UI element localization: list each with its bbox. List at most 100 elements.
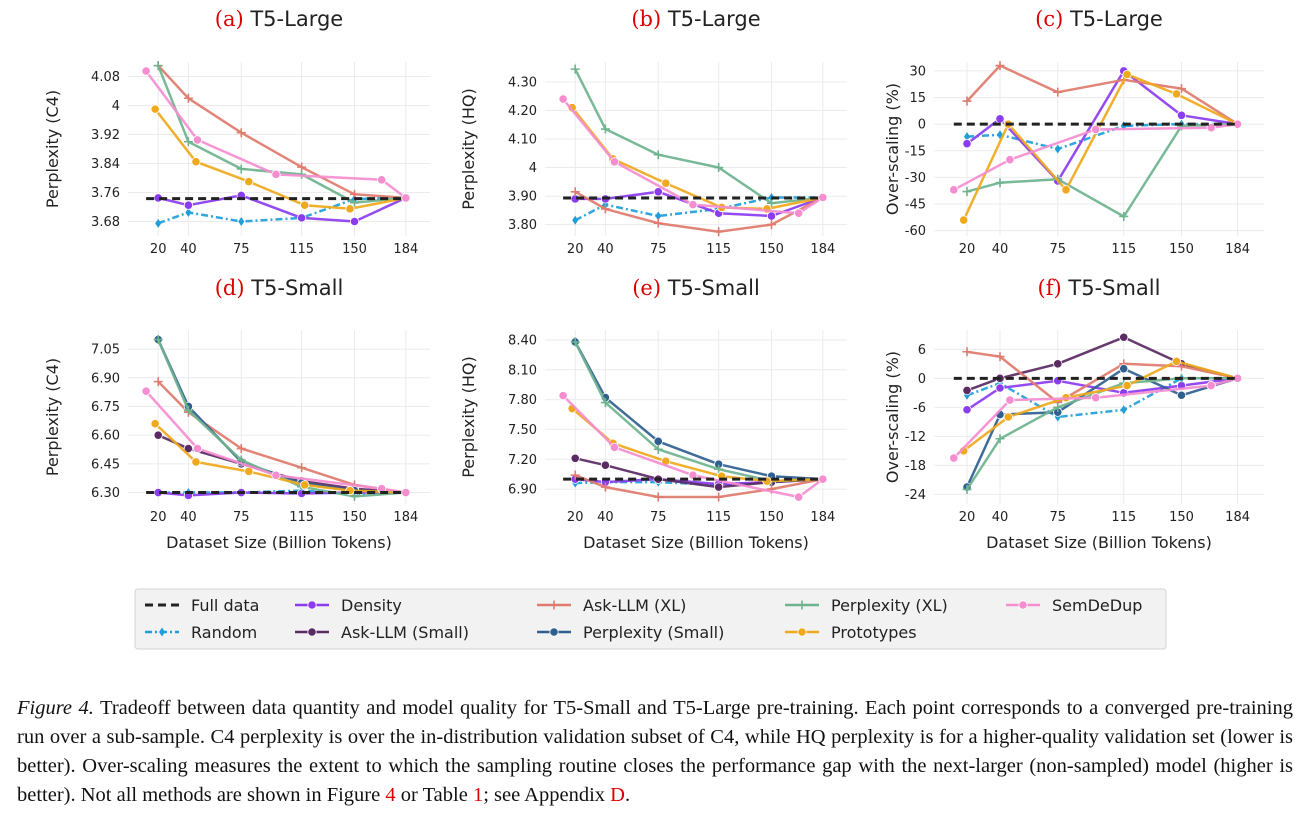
y-tick-label: 4.20 (508, 104, 537, 119)
series-line (962, 360, 1238, 452)
legend-marker (797, 627, 807, 637)
data-point (238, 217, 245, 226)
data-point (1003, 412, 1013, 422)
caption-text-4: . (624, 784, 631, 806)
x-tick-label: 150 (342, 242, 367, 257)
y-tick-label: 6.60 (91, 429, 120, 444)
data-point (349, 216, 360, 227)
data-point (1119, 364, 1129, 374)
x-tick-label: 150 (342, 510, 367, 525)
series-semdedup (949, 119, 1243, 195)
y-tick-label: 4.10 (508, 133, 537, 148)
x-tick-label: 20 (150, 242, 167, 257)
data-point (558, 391, 568, 401)
data-point (191, 457, 201, 467)
y-tick-label: 4.30 (508, 75, 537, 90)
data-point (688, 470, 698, 480)
data-point (150, 104, 160, 114)
table-ref-link[interactable]: 1 (472, 784, 484, 806)
caption-label: Figure 4. (17, 697, 94, 719)
data-point (767, 198, 776, 208)
legend-entry-pplxl: Perplexity (XL) (785, 596, 948, 615)
y-tick-label: 7.50 (508, 423, 537, 438)
data-point (995, 61, 1005, 71)
series-semdedup (558, 391, 828, 502)
data-point (600, 460, 611, 470)
legend-marker (307, 627, 317, 637)
data-point (995, 383, 1005, 393)
y-tick-label: 6.30 (91, 486, 120, 501)
data-point (1005, 155, 1015, 165)
data-point (714, 464, 724, 474)
figure-ref-link[interactable]: 4 (385, 784, 396, 806)
data-point (183, 200, 193, 210)
data-point (600, 204, 610, 214)
data-point (653, 187, 663, 197)
plot-area (934, 330, 1264, 504)
data-point (600, 482, 610, 492)
y-tick-label: -45 (905, 198, 926, 213)
data-point (794, 208, 804, 218)
data-point (1122, 380, 1132, 391)
data-point (1171, 89, 1182, 99)
data-point (1119, 332, 1129, 342)
data-point (714, 227, 724, 237)
legend-entry-askxl: Ask-LLM (XL) (537, 596, 686, 615)
data-point (767, 220, 776, 230)
data-point (1206, 123, 1216, 133)
series-line (966, 64, 1239, 126)
series-line (158, 489, 406, 496)
figure-caption: Figure 4. Tradeoff between data quantity… (17, 694, 1293, 810)
caption-text-3: ; see Appendix (483, 784, 611, 806)
panel-title: (f) T5-Small (1038, 276, 1161, 300)
data-point (962, 485, 972, 494)
legend-marker (1018, 600, 1028, 610)
data-point (1206, 380, 1216, 391)
data-point (236, 128, 246, 138)
y-axis-label: Perplexity (HQ) (459, 356, 478, 478)
appendix-ref-link[interactable]: D (610, 784, 625, 806)
legend-marker (797, 600, 807, 610)
legend-entry-random: Random (145, 623, 257, 642)
data-point (609, 442, 620, 452)
series-line (966, 377, 1238, 411)
series-line (154, 108, 407, 211)
data-point (155, 218, 162, 228)
data-point (962, 385, 972, 396)
data-point (714, 492, 724, 502)
x-axis-label: Dataset Size (Billion Tokens) (986, 533, 1212, 552)
data-point (185, 207, 192, 217)
data-point (236, 164, 246, 174)
series-line (574, 68, 823, 205)
data-point (995, 352, 1005, 362)
data-point (153, 377, 163, 387)
data-point (191, 157, 201, 167)
x-tick-label: 115 (706, 510, 731, 525)
x-tick-label: 184 (1225, 510, 1250, 525)
data-point (949, 453, 959, 463)
x-tick-label: 184 (393, 510, 418, 525)
y-tick-label: 3.80 (508, 218, 537, 233)
data-point (297, 463, 307, 473)
x-tick-label: 150 (759, 242, 784, 257)
data-point (1176, 110, 1187, 120)
data-point (570, 64, 580, 74)
data-point (183, 443, 193, 454)
data-point (964, 132, 970, 142)
legend-marker (307, 600, 317, 610)
y-axis-label: Over-scaling (%) (883, 83, 902, 215)
series-proto (959, 356, 1243, 456)
y-tick-label: 6.90 (508, 483, 537, 498)
y-tick-label: 3.76 (91, 186, 120, 201)
y-tick-label: 0 (918, 118, 926, 133)
panel-title: (e) T5-Small (632, 276, 760, 300)
data-point (1091, 124, 1101, 135)
data-point (1171, 356, 1182, 367)
x-tick-label: 20 (567, 242, 584, 257)
data-point (153, 335, 163, 345)
data-point (688, 200, 698, 210)
data-point (1053, 87, 1063, 97)
x-tick-label: 115 (1111, 510, 1136, 525)
data-point (570, 187, 580, 197)
chart-panel-c: (c) T5-Large 20 40 75 115 150 184 -60 -45 -30 -15 0… (883, 7, 1264, 257)
